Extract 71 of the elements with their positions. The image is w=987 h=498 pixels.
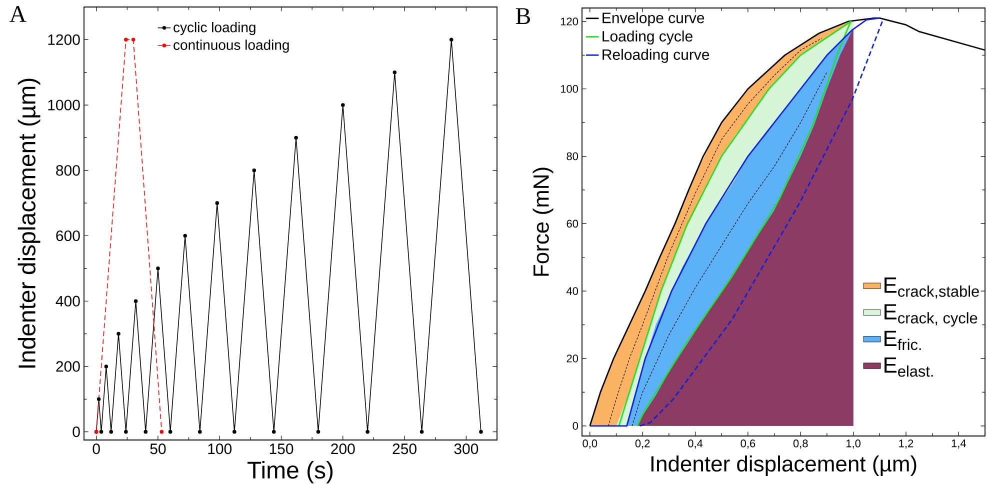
point — [116, 332, 120, 336]
y-tick-label: 400 — [56, 296, 80, 306]
point — [96, 397, 101, 402]
x-tick-label: 0,8 — [793, 440, 808, 449]
point — [272, 430, 276, 434]
x-tick-label: 200 — [331, 444, 355, 454]
y-tick-label: 1000 — [48, 100, 80, 110]
x-tick-label: 0,0 — [582, 440, 598, 449]
point — [124, 430, 128, 434]
legend-label: continuous loading — [174, 40, 289, 53]
legend-label: Envelope curve — [602, 12, 704, 26]
point — [109, 430, 114, 434]
point — [156, 266, 160, 270]
x-axis-title: Indenter displacement (µm) — [651, 455, 916, 476]
point — [104, 364, 108, 368]
legend-label: Reloading curve — [602, 48, 710, 63]
x-tick-label: 0,6 — [740, 440, 756, 449]
point — [215, 201, 220, 205]
point — [232, 430, 236, 434]
x-tick-label: 150 — [270, 444, 294, 454]
point — [449, 38, 454, 42]
legend-label: $\text{E}_{\text{elast.}}$ — [884, 357, 933, 377]
point — [392, 70, 397, 74]
point — [124, 38, 128, 42]
y-tick-label: 20 — [566, 354, 578, 362]
x-tick-label: 0,2 — [635, 440, 650, 449]
x-tick-label: 1,4 — [952, 440, 966, 449]
point — [168, 430, 172, 434]
point — [131, 38, 136, 42]
y-tick-label: 40 — [566, 287, 578, 295]
x-tick-label: 100 — [208, 444, 232, 454]
point — [366, 430, 370, 434]
point — [183, 234, 187, 238]
point — [294, 136, 298, 140]
point — [252, 168, 256, 172]
point — [479, 430, 483, 434]
point — [134, 299, 138, 304]
chart-title: A — [9, 6, 26, 22]
legend-label: Loading cycle — [602, 30, 692, 45]
x-tick-label: 250 — [392, 444, 416, 454]
x-tick-label: 1,2 — [899, 440, 914, 449]
point — [144, 430, 148, 434]
y-tick-label: 200 — [56, 361, 80, 372]
x-tick-label: 0,4 — [688, 440, 703, 449]
y-tick-label: 60 — [566, 220, 578, 228]
x-tick-label: 50 — [150, 444, 166, 454]
y-tick-label: 80 — [566, 152, 578, 160]
point — [341, 103, 345, 107]
y-tick-label: 800 — [56, 165, 80, 176]
y-tick-label: 1200 — [48, 34, 80, 45]
point — [99, 430, 104, 434]
y-tick-label: 0 — [572, 422, 578, 430]
y-tick-label: 600 — [56, 230, 80, 242]
chart-title: B — [516, 8, 530, 24]
point — [420, 430, 424, 434]
y-axis-title: Indenter displacement (µm) — [18, 78, 40, 368]
legend-label: $\text{E}_{\text{fric.}}$ — [884, 330, 921, 350]
point — [316, 430, 320, 434]
point — [160, 430, 164, 434]
point — [198, 430, 202, 434]
x-axis-title: Time (s) — [247, 461, 333, 484]
y-tick-label: 0 — [72, 426, 80, 438]
x-tick-label: 300 — [454, 444, 478, 454]
x-tick-label: 0 — [92, 444, 100, 454]
x-tick-label: 1,0 — [846, 440, 861, 449]
y-tick-label: 100 — [560, 84, 578, 93]
y-axis-title: Force (mN) — [532, 168, 554, 276]
y-tick-label: 120 — [560, 18, 578, 26]
legend-label: $\text{E}_{\text{crack, cycle}}$ — [884, 304, 978, 327]
legend-label: cyclic loading — [174, 22, 256, 36]
legend-label: $\text{E}_{\text{crack,stable}}$ — [884, 278, 979, 299]
